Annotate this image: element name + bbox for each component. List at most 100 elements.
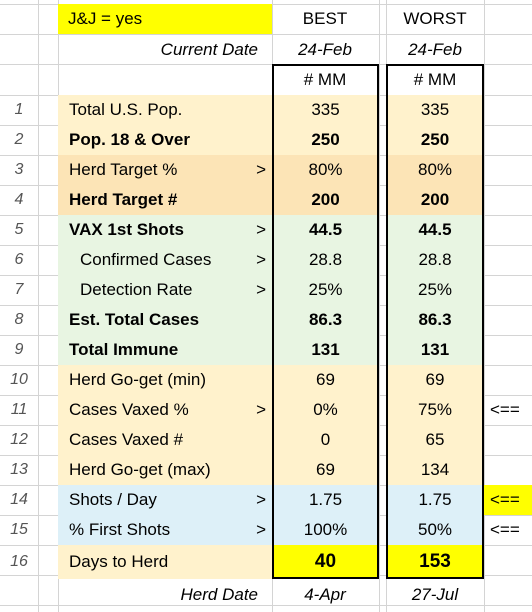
row-label-text: Est. Total Cases	[69, 310, 200, 329]
worst-value[interactable]: 200	[386, 185, 484, 215]
row-number: 12	[10, 431, 28, 448]
row-label-text: Total U.S. Pop.	[69, 100, 183, 119]
best-value[interactable]: 200	[272, 185, 379, 215]
row-label-text: Total Immune	[69, 340, 179, 359]
worst-value[interactable]: 69	[386, 365, 484, 395]
row-number: 4	[14, 191, 24, 208]
grid-vline	[38, 0, 39, 612]
unit-worst-text: # MM	[413, 70, 457, 89]
row-label[interactable]: Shots / Day >	[58, 485, 272, 515]
row-label-text: % First Shots	[69, 520, 171, 539]
best-header[interactable]: BEST	[272, 4, 378, 34]
unit-best[interactable]: # MM	[272, 65, 378, 95]
row-label[interactable]: Total Immune	[58, 335, 272, 365]
worst-value[interactable]: 80%	[386, 155, 484, 185]
best-value[interactable]: 250	[272, 125, 379, 155]
row-label[interactable]: Detection Rate >	[58, 275, 272, 305]
best-value[interactable]: 44.5	[272, 215, 379, 245]
best-value[interactable]: 0%	[272, 395, 379, 425]
note-arrow[interactable]: <==	[490, 520, 520, 539]
input-arrow: >	[256, 400, 266, 419]
row-label[interactable]: Pop. 18 & Over	[58, 125, 272, 155]
row-label[interactable]: Herd Go-get (min)	[58, 365, 272, 395]
row-number: 5	[14, 221, 24, 238]
row-label[interactable]: Confirmed Cases >	[58, 245, 272, 275]
worst-value[interactable]: 28.8	[386, 245, 484, 275]
input-arrow: >	[256, 490, 266, 509]
grid-hline	[0, 64, 532, 65]
best-value[interactable]: 28.8	[272, 245, 379, 275]
best-value[interactable]: 25%	[272, 275, 379, 305]
row-label-text: Herd Go-get (max)	[69, 460, 211, 479]
row-label[interactable]: Est. Total Cases	[58, 305, 272, 335]
row-label[interactable]: Cases Vaxed % >	[58, 395, 272, 425]
worst-value[interactable]: 65	[386, 425, 484, 455]
worst-value[interactable]: 25%	[386, 275, 484, 305]
row-label-text: Shots / Day	[69, 490, 157, 509]
row-label[interactable]: Herd Target #	[58, 185, 272, 215]
current-date-best[interactable]: 24-Feb	[272, 35, 378, 65]
grid-vline	[484, 0, 485, 612]
input-arrow: >	[256, 250, 266, 269]
title-cell[interactable]: J&J = yes	[58, 4, 272, 34]
best-value[interactable]: 335	[272, 95, 379, 125]
best-value[interactable]: 131	[272, 335, 379, 365]
note-arrow[interactable]: <==	[490, 400, 520, 419]
worst-value[interactable]: 153	[386, 545, 484, 579]
row-number: 10	[10, 371, 28, 388]
best-value[interactable]: 40	[272, 545, 379, 579]
row-label[interactable]: Herd Go-get (max)	[58, 455, 272, 485]
row-label[interactable]: Total U.S. Pop.	[58, 95, 272, 125]
best-value[interactable]: 80%	[272, 155, 379, 185]
best-value[interactable]: 1.75	[272, 485, 379, 515]
worst-value[interactable]: 44.5	[386, 215, 484, 245]
row-label-text: VAX 1st Shots	[69, 220, 184, 239]
row-label[interactable]: Cases Vaxed #	[58, 425, 272, 455]
worst-value[interactable]: 250	[386, 125, 484, 155]
herd-date-worst[interactable]: 27-Jul	[387, 580, 483, 610]
row-label-text: Detection Rate	[80, 280, 193, 299]
best-value[interactable]: 69	[272, 455, 379, 485]
row-label-text: Herd Go-get (min)	[69, 370, 206, 389]
row-number: 8	[14, 311, 24, 328]
worst-value[interactable]: 75%	[386, 395, 484, 425]
current-date-best-text: 24-Feb	[298, 40, 352, 59]
current-date-label-text: Current Date	[160, 40, 258, 59]
row-label-text: Pop. 18 & Over	[69, 130, 190, 149]
row-label[interactable]: % First Shots >	[58, 515, 272, 545]
current-date-worst[interactable]: 24-Feb	[387, 35, 483, 65]
row-number: 13	[10, 461, 28, 478]
best-value[interactable]: 69	[272, 365, 379, 395]
row-label[interactable]: Days to Herd	[58, 545, 272, 579]
row-number: 14	[10, 491, 28, 508]
row-label-text: Herd Target #	[69, 190, 178, 209]
worst-header[interactable]: WORST	[387, 4, 483, 34]
worst-value[interactable]: 335	[386, 95, 484, 125]
herd-date-label[interactable]: Herd Date	[58, 580, 258, 610]
input-arrow: >	[256, 520, 266, 539]
current-date-worst-text: 24-Feb	[408, 40, 462, 59]
row-number: 11	[10, 401, 28, 418]
note-arrow[interactable]: <==	[484, 485, 532, 515]
worst-value[interactable]: 86.3	[386, 305, 484, 335]
best-value[interactable]: 0	[272, 425, 379, 455]
row-label[interactable]: Herd Target % >	[58, 155, 272, 185]
row-number: 3	[14, 161, 24, 178]
unit-worst[interactable]: # MM	[387, 65, 483, 95]
current-date-label[interactable]: Current Date	[58, 35, 258, 65]
best-value[interactable]: 100%	[272, 515, 379, 545]
unit-best-text: # MM	[303, 70, 347, 89]
grid-hline	[0, 605, 532, 606]
row-label[interactable]: VAX 1st Shots >	[58, 215, 272, 245]
worst-header-text: WORST	[403, 9, 467, 28]
row-label-text: Cases Vaxed %	[69, 400, 189, 419]
row-number: 9	[14, 341, 24, 358]
input-arrow: >	[256, 220, 266, 239]
worst-value[interactable]: 131	[386, 335, 484, 365]
herd-date-best[interactable]: 4-Apr	[272, 580, 378, 610]
best-value[interactable]: 86.3	[272, 305, 379, 335]
worst-value[interactable]: 50%	[386, 515, 484, 545]
worst-value[interactable]: 1.75	[386, 485, 484, 515]
worst-value[interactable]: 134	[386, 455, 484, 485]
input-arrow: >	[256, 280, 266, 299]
